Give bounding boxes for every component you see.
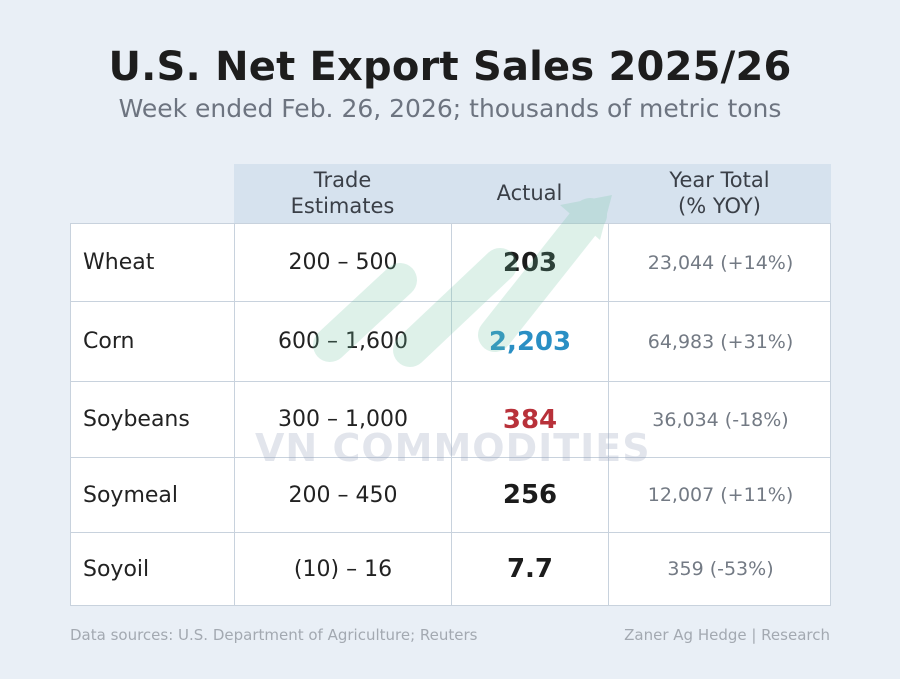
column-divider: [451, 224, 452, 605]
row-actual-value: 203: [502, 247, 558, 278]
row-commodity-name: Soybeans: [83, 407, 190, 432]
row-year-total: 23,044 (+14%): [647, 251, 794, 274]
row-divider: [71, 457, 830, 458]
header-actual: Actual: [496, 180, 563, 205]
page-subtitle: Week ended Feb. 26, 2026; thousands of m…: [118, 94, 782, 123]
row-trade-estimates: 200 – 500: [288, 250, 398, 275]
header-trade-estimates-line1: Trade: [313, 168, 372, 193]
row-actual-value: 2,203: [488, 326, 572, 357]
row-commodity-name: Soymeal: [83, 482, 179, 508]
column-divider: [234, 224, 235, 605]
page-title: U.S. Net Export Sales 2025/26: [108, 44, 792, 90]
row-divider: [71, 532, 830, 533]
row-year-total: 12,007 (+11%): [647, 484, 794, 506]
footer-credit: Zaner Ag Hedge | Research: [624, 626, 830, 644]
row-trade-estimates: 600 – 1,600: [278, 329, 408, 354]
header-year-total-line1: Year Total: [669, 168, 770, 193]
header-trade-estimates: Trade Estimates: [234, 164, 451, 223]
row-divider: [71, 381, 830, 382]
row-commodity-name: Wheat: [83, 250, 155, 275]
row-commodity-name: Corn: [83, 329, 135, 354]
row-commodity-name: Soyoil: [83, 556, 150, 582]
footer-sources: Data sources: U.S. Department of Agricul…: [70, 626, 478, 644]
row-actual-value: 256: [502, 480, 558, 510]
column-divider: [608, 224, 609, 605]
export-sales-table: Wheat 200 – 500 203 23,044 (+14%) Corn 6…: [70, 223, 831, 606]
header-trade-estimates-line2: Estimates: [290, 193, 395, 218]
header-year-total: Year Total (% YOY): [608, 164, 831, 223]
row-actual-value: 7.7: [506, 554, 554, 584]
row-trade-estimates: 300 – 1,000: [278, 407, 408, 432]
row-year-total: 36,034 (-18%): [652, 408, 789, 431]
row-year-total: 64,983 (+31%): [647, 330, 794, 353]
row-trade-estimates: (10) – 16: [293, 556, 393, 582]
row-year-total: 359 (-53%): [667, 558, 774, 580]
row-trade-estimates: 200 – 450: [288, 482, 398, 508]
row-divider: [71, 301, 830, 302]
row-actual-value: 384: [502, 404, 558, 435]
table-header-band: [234, 164, 831, 223]
header-year-total-line2: (% YOY): [678, 193, 761, 218]
